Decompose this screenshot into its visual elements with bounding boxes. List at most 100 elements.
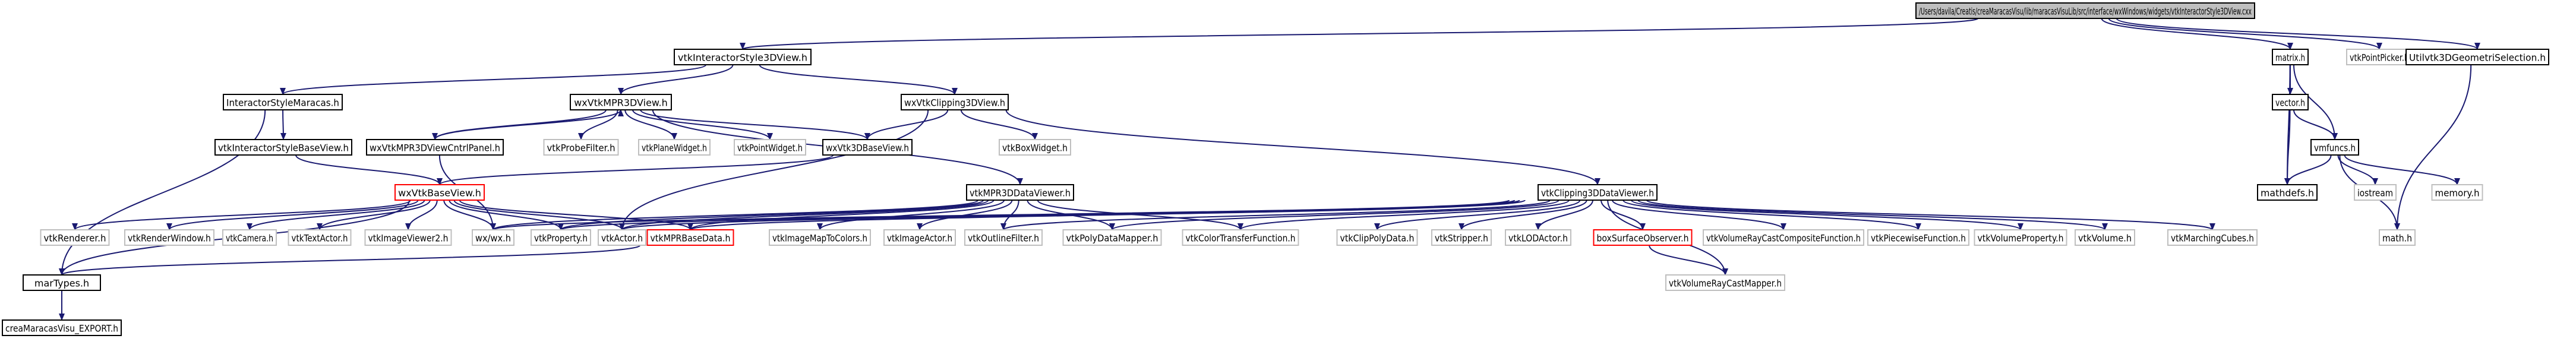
node-imgview[interactable]: vtkImageViewer2.h xyxy=(364,229,452,246)
node-vector[interactable]: vector.h xyxy=(2272,94,2309,110)
edge-mprbasedata-to-martypes xyxy=(59,245,641,276)
node-colortf[interactable]: vtkColorTransferFunction.h xyxy=(1182,229,1299,246)
node-label: wxVtkMPR3DViewCntrlPanel.h xyxy=(370,143,500,154)
node-plane[interactable]: vtkPlaneWidget.h xyxy=(638,139,711,156)
node-label: vtkColorTransferFunction.h xyxy=(1186,233,1296,244)
node-box xyxy=(223,94,343,110)
node-textactor[interactable]: vtkTextActor.h xyxy=(288,229,352,246)
node-box xyxy=(646,229,734,246)
node-matrix[interactable]: matrix.h xyxy=(2272,49,2309,65)
node-polymapper[interactable]: vtkPolyDataMapper.h xyxy=(1062,229,1162,246)
node-label: vtkPointPicker.h xyxy=(2350,52,2409,64)
node-label: vtkActor.h xyxy=(601,233,643,244)
node-math[interactable]: math.h xyxy=(2379,229,2416,246)
node-label: vtkProperty.h xyxy=(534,233,588,244)
node-box xyxy=(2075,229,2135,246)
edge-vector-to-mathdefs xyxy=(2284,109,2291,185)
node-stripper[interactable]: vtkStripper.h xyxy=(1431,229,1492,246)
node-label: vtkImageMapToColors.h xyxy=(772,233,867,244)
node-piecewise[interactable]: vtkPiecewiseFunction.h xyxy=(1867,229,1969,246)
edge-root-to-util xyxy=(2116,18,2480,50)
edge-wxbase-to-textactor xyxy=(317,200,431,230)
edge-mpr3d-to-vtk3dbase xyxy=(640,109,870,140)
node-vmfuncs[interactable]: vmfuncs.h xyxy=(2310,139,2359,156)
node-mprcntrl[interactable]: wxVtkMPR3DViewCntrlPanel.h xyxy=(366,139,504,156)
edge-clip3d-to-boxw xyxy=(960,109,1038,140)
node-mathdefs[interactable]: mathdefs.h xyxy=(2257,184,2318,201)
edge-clip3d-to-vtk3dbase xyxy=(864,109,949,140)
node-util[interactable]: Utilvtk3DGeometriSelection.h xyxy=(2405,49,2549,65)
node-label: vtkClipPolyData.h xyxy=(1340,233,1415,244)
edge-clipdata-to-polymapper xyxy=(1109,200,1560,230)
node-mprdata[interactable]: vtkMPR3DDataViewer.h xyxy=(966,184,1074,201)
node-clipdata[interactable]: vtkClipping3DDataViewer.h xyxy=(1538,184,1658,201)
node-box xyxy=(2405,49,2549,65)
node-label: vtkVolume.h xyxy=(2078,233,2132,244)
edge-wxbase-to-imgview xyxy=(405,200,438,230)
node-label: wxVtkMPR3DView.h xyxy=(574,97,668,109)
edge-is3dh-to-mpr3d xyxy=(618,64,734,95)
node-box xyxy=(394,184,485,201)
node-isbase[interactable]: vtkInteractorStyleBaseView.h xyxy=(214,139,352,156)
node-volume[interactable]: vtkVolume.h xyxy=(2075,229,2135,246)
node-box xyxy=(883,229,956,246)
edge-is3dh-to-clip3d xyxy=(759,64,958,95)
node-probe[interactable]: vtkProbeFilter.h xyxy=(543,139,619,156)
node-export[interactable]: creaMaracasVisu_EXPORT.h xyxy=(2,319,122,336)
node-box xyxy=(214,139,352,156)
node-lod[interactable]: vtkLODActor.h xyxy=(1505,229,1571,246)
node-boxw[interactable]: vtkBoxWidget.h xyxy=(999,139,1071,156)
edge-vmfuncs-to-mathdefs xyxy=(2284,154,2332,185)
node-box xyxy=(1538,184,1658,201)
node-box xyxy=(472,229,514,246)
edge-clipdata-to-colortf xyxy=(1238,200,1570,230)
edge-clipdata-to-piecewise xyxy=(1622,200,1921,230)
node-iostream[interactable]: iostream xyxy=(2354,184,2397,201)
node-raycomp[interactable]: vtkVolumeRayCastCompositeFunction.h xyxy=(1703,229,1864,246)
node-box xyxy=(1974,229,2067,246)
node-memory[interactable]: memory.h xyxy=(2431,184,2483,201)
node-boxsurf[interactable]: boxSurfaceObserver.h xyxy=(1593,229,1693,246)
node-label: vtkPolyDataMapper.h xyxy=(1066,233,1158,244)
node-label: vtkOutlineFilter.h xyxy=(968,233,1039,244)
node-mprbasedata[interactable]: vtkMPRBaseData.h xyxy=(646,229,734,246)
node-mpr3d[interactable]: wxVtkMPR3DView.h xyxy=(570,94,672,110)
node-label: mathdefs.h xyxy=(2261,188,2314,199)
node-actor[interactable]: vtkActor.h xyxy=(598,229,646,246)
node-vpp[interactable]: vtkPointPicker.h xyxy=(2346,49,2413,65)
node-vtk3dbase[interactable]: wxVtk3DBaseView.h xyxy=(822,139,913,156)
node-root[interactable]: /Users/davila/Creatis/creaMaracasVisu/li… xyxy=(1915,2,2255,19)
node-wx[interactable]: wx/wx.h xyxy=(472,229,514,246)
node-camera[interactable]: vtkCamera.h xyxy=(222,229,277,246)
edge-vtk3dbase-to-wxbase xyxy=(437,154,834,185)
node-outline[interactable]: vtkOutlineFilter.h xyxy=(964,229,1043,246)
node-volprop[interactable]: vtkVolumeProperty.h xyxy=(1974,229,2067,246)
edge-root-to-is3dh xyxy=(740,18,1979,50)
node-label: vtkLODActor.h xyxy=(1508,233,1568,244)
node-imgactor[interactable]: vtkImageActor.h xyxy=(883,229,956,246)
node-renderer[interactable]: vtkRenderer.h xyxy=(40,229,110,246)
node-property[interactable]: vtkProperty.h xyxy=(531,229,591,246)
node-clip3d[interactable]: wxVtkClipping3DView.h xyxy=(901,94,1009,110)
node-box xyxy=(2167,229,2258,246)
node-raymapper[interactable]: vtkVolumeRayCastMapper.h xyxy=(1665,274,1785,291)
edge-root-to-vpp xyxy=(2108,18,2382,50)
node-ism[interactable]: InteractorStyleMaracas.h xyxy=(223,94,343,110)
node-renwin[interactable]: vtkRenderWindow.h xyxy=(124,229,214,246)
node-is3dh[interactable]: vtkInteractorStyle3DView.h xyxy=(674,49,812,65)
node-wxbase[interactable]: wxVtkBaseView.h xyxy=(394,184,485,201)
node-pointw[interactable]: vtkPointWidget.h xyxy=(734,139,806,156)
node-clippoly[interactable]: vtkClipPolyData.h xyxy=(1336,229,1418,246)
node-label: vtkRenderer.h xyxy=(44,233,106,244)
edge-clipdata-to-actor xyxy=(619,200,1520,230)
node-box xyxy=(769,229,871,246)
node-marching[interactable]: vtkMarchingCubes.h xyxy=(2167,229,2258,246)
edge-wxbase-to-camera xyxy=(247,200,425,230)
edge-clipdata-to-stripper xyxy=(1459,200,1587,230)
node-box xyxy=(822,139,913,156)
node-martypes[interactable]: marTypes.h xyxy=(23,274,101,291)
node-label: marTypes.h xyxy=(34,278,89,289)
node-box xyxy=(1182,229,1299,246)
node-box xyxy=(2379,229,2416,246)
node-imgmap[interactable]: vtkImageMapToColors.h xyxy=(769,229,871,246)
